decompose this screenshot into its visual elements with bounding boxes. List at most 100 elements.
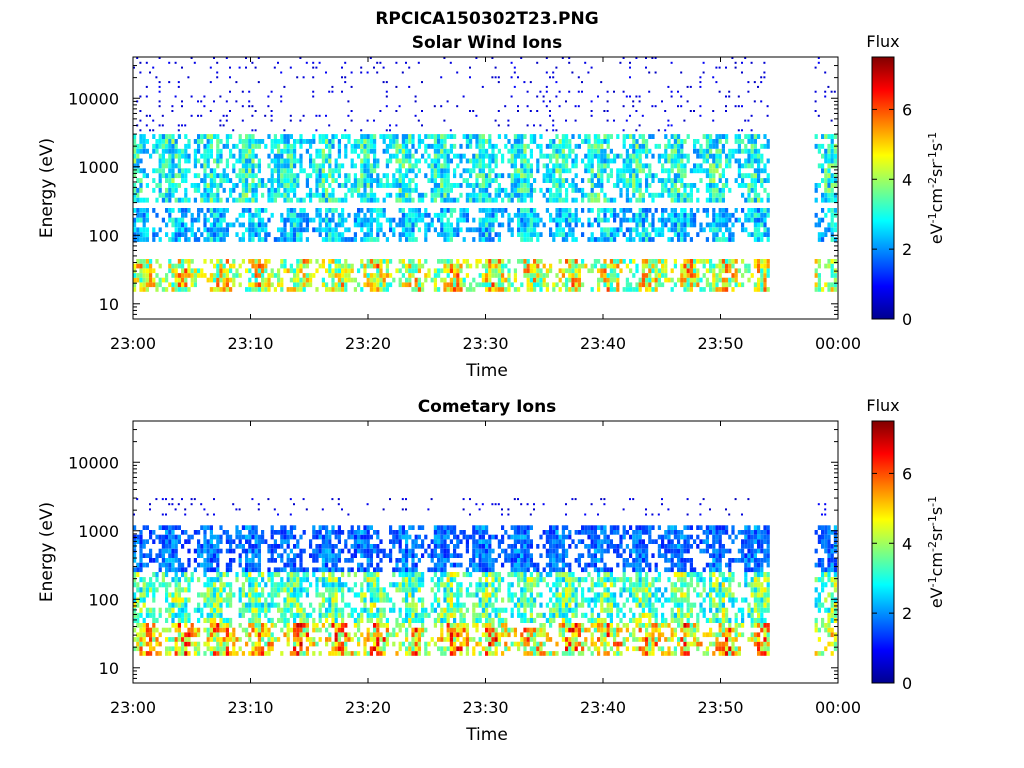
spectrogram-cell <box>712 277 716 283</box>
spectrogram-cell <box>673 163 677 169</box>
spectrogram-cell <box>328 173 332 179</box>
spectrogram-cell <box>705 651 709 656</box>
spectrogram-cell <box>545 71 548 74</box>
spectrogram-cell <box>171 282 175 288</box>
spectrogram-cell <box>648 651 652 656</box>
spectrogram-cell <box>830 217 834 223</box>
spectrogram-cell <box>414 173 418 179</box>
spectrogram-cell <box>565 282 569 288</box>
spectrogram-cell <box>632 143 636 149</box>
spectrogram-cell <box>161 197 165 203</box>
spectrogram-cell <box>318 227 322 233</box>
spectrogram-cell <box>440 627 444 633</box>
spectrogram-cell <box>318 134 322 139</box>
spectrogram-cell <box>664 168 668 174</box>
spectrogram-cell <box>590 178 594 183</box>
spectrogram-cell <box>184 268 188 274</box>
spectrogram-cell <box>638 637 642 642</box>
spectrogram-cell <box>558 287 562 292</box>
spectrogram-cell <box>616 287 620 292</box>
spectrogram-cell <box>417 212 421 218</box>
spectrogram-cell <box>491 227 495 233</box>
spectrogram-cell <box>542 282 546 288</box>
spectrogram-cell <box>158 192 162 198</box>
spectrogram-cell <box>177 163 181 169</box>
spectrogram-cell <box>158 143 162 149</box>
spectrogram-cell <box>142 139 146 144</box>
spectrogram-cell <box>408 148 412 154</box>
spectrogram-cell <box>571 268 575 274</box>
spectrogram-cell <box>145 632 149 638</box>
spectrogram-cell <box>357 222 361 228</box>
spectrogram-cell <box>526 641 530 647</box>
spectrogram-cell <box>296 217 300 223</box>
spectrogram-cell <box>744 134 748 139</box>
spectrogram-cell <box>209 232 213 237</box>
spectrogram-cell <box>321 173 325 179</box>
spectrogram-cell <box>616 632 620 638</box>
spectrogram-cell <box>565 623 569 628</box>
spectrogram-cell <box>673 197 677 203</box>
spectrogram-cell <box>440 208 444 213</box>
spectrogram-cell <box>712 641 716 647</box>
spectrogram-cell <box>177 208 181 213</box>
spectrogram-cell <box>699 114 702 117</box>
spectrogram-cell <box>155 259 159 264</box>
spectrogram-cell <box>158 282 162 288</box>
spectrogram-cell <box>251 143 255 149</box>
spectrogram-cell <box>161 163 165 169</box>
spectrogram-cell <box>814 268 818 274</box>
spectrogram-cell <box>753 81 756 84</box>
spectrogram-cell <box>139 287 143 292</box>
spectrogram-cell <box>293 287 297 292</box>
spectrogram-cell <box>817 217 821 223</box>
spectrogram-cell <box>488 173 492 179</box>
spectrogram-cell <box>555 641 559 647</box>
spectrogram-cell <box>350 268 354 274</box>
spectrogram-cell <box>325 212 329 218</box>
spectrogram-cell <box>379 227 383 233</box>
spectrogram-cell <box>373 168 377 174</box>
spectrogram-cell <box>696 641 700 647</box>
spectrogram-cell <box>219 208 223 213</box>
spectrogram-cell <box>385 268 389 274</box>
spectrogram-cell <box>325 143 329 149</box>
spectrogram-cell <box>161 287 165 292</box>
spectrogram-cell <box>216 76 219 79</box>
spectrogram-cell <box>353 222 357 228</box>
spectrogram-cell <box>465 273 469 278</box>
spectrogram-cell <box>139 651 143 656</box>
spectrogram-cell <box>437 273 441 278</box>
spectrogram-cell <box>174 268 178 274</box>
spectrogram-cell <box>405 637 409 642</box>
spectrogram-cell <box>309 143 313 149</box>
spectrogram-cell <box>693 217 697 223</box>
spectrogram-cell <box>478 163 482 169</box>
spectrogram-cell <box>683 139 687 144</box>
spectrogram-cell <box>693 263 697 269</box>
spectrogram-cell <box>389 282 393 288</box>
spectrogram-cell <box>449 61 452 64</box>
spectrogram-cell <box>539 632 543 638</box>
spectrogram-cell <box>609 287 613 292</box>
spectrogram-cell <box>622 183 626 188</box>
spectrogram-cell <box>325 71 327 74</box>
spectrogram-cell <box>677 163 681 169</box>
spectrogram-cell <box>449 158 453 164</box>
spectrogram-cell <box>648 632 652 638</box>
spectrogram-cell <box>379 134 383 139</box>
spectrogram-cell <box>533 134 537 139</box>
spectrogram-cell <box>462 178 466 183</box>
spectrogram-cell <box>209 168 213 174</box>
spectrogram-cell <box>558 178 562 183</box>
spectrogram-cell <box>337 217 341 223</box>
spectrogram-cell <box>728 632 732 638</box>
spectrogram-cell <box>321 183 325 188</box>
panel-title: Cometary Ions <box>418 397 557 417</box>
spectrogram-cell <box>299 158 303 164</box>
spectrogram-cell <box>350 158 354 164</box>
spectrogram-cell <box>574 208 578 213</box>
spectrogram-cell <box>145 641 149 647</box>
spectrogram-cell <box>395 268 399 274</box>
spectrogram-cell <box>712 263 716 269</box>
